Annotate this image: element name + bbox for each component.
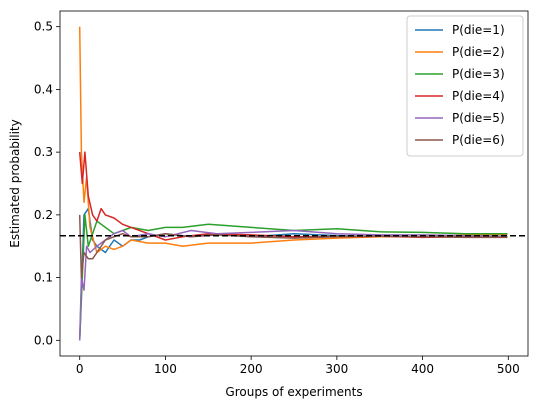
- legend: P(die=1) P(die=2) P(die=3) P(die=4) P(die=5)…: [406, 15, 524, 157]
- axes-frame: [59, 10, 529, 357]
- series-line-1: [78, 207, 508, 341]
- series-line-3: [78, 214, 508, 341]
- series-line-6: [78, 214, 508, 279]
- legend-label: P(die=1): [452, 23, 505, 37]
- x-tick-label: 300: [325, 362, 348, 376]
- series-line-4: [78, 151, 508, 241]
- x-tick-label: 500: [497, 362, 520, 376]
- legend-box: [406, 15, 524, 157]
- legend-label: P(die=6): [452, 133, 505, 147]
- legend-label: P(die=4): [452, 89, 505, 103]
- x-axis-title: Groups of experiments: [225, 385, 362, 399]
- legend-label: P(die=3): [452, 67, 505, 81]
- y-axis-title: Estimated probability: [8, 119, 22, 247]
- legend-label: P(die=2): [452, 45, 505, 59]
- x-tick-label: 200: [240, 362, 263, 376]
- x-tick-label: 0: [76, 362, 84, 376]
- y-tick-label: 0.1: [34, 271, 53, 285]
- y-tick-label: 0.2: [34, 208, 53, 222]
- plot-area: [60, 26, 528, 341]
- x-tick-label: 100: [154, 362, 177, 376]
- y-tick-label: 0.4: [34, 82, 53, 96]
- axis-ticks: 0 100 200 300 400 500 0.0 0.1 0.2 0.3 0.4 0.5: [34, 20, 520, 376]
- y-tick-label: 0.0: [34, 333, 53, 347]
- series-line-5: [78, 229, 508, 341]
- legend-label: P(die=5): [452, 111, 505, 125]
- x-tick-label: 400: [411, 362, 434, 376]
- y-tick-label: 0.3: [34, 145, 53, 159]
- y-tick-label: 0.5: [34, 20, 53, 34]
